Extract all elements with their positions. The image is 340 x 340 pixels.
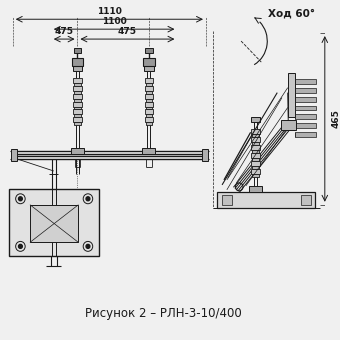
Bar xyxy=(146,106,152,109)
Bar xyxy=(73,109,82,115)
Circle shape xyxy=(18,244,22,248)
Circle shape xyxy=(86,197,90,201)
Bar xyxy=(73,86,82,91)
Bar xyxy=(74,48,81,53)
Bar xyxy=(252,142,259,145)
Bar xyxy=(145,48,153,53)
Bar xyxy=(295,105,316,111)
Text: Ход 60°: Ход 60° xyxy=(268,8,315,18)
Bar xyxy=(251,145,260,150)
Bar xyxy=(202,149,208,161)
Bar xyxy=(144,102,153,106)
Bar xyxy=(11,149,17,161)
Bar xyxy=(251,169,260,174)
Bar xyxy=(74,106,81,109)
Bar xyxy=(71,148,84,154)
Bar xyxy=(30,205,79,242)
Bar xyxy=(74,91,81,94)
Bar xyxy=(146,122,152,125)
Bar xyxy=(72,58,83,66)
Bar xyxy=(251,137,260,142)
Bar xyxy=(251,161,260,166)
Bar xyxy=(146,99,152,102)
Bar xyxy=(295,79,316,84)
Bar xyxy=(295,97,316,102)
Bar xyxy=(217,192,315,208)
Bar xyxy=(222,195,232,205)
Bar xyxy=(288,73,295,117)
Bar xyxy=(146,115,152,117)
Bar xyxy=(143,58,155,66)
Bar xyxy=(301,195,310,205)
Text: 1100: 1100 xyxy=(102,17,126,26)
Circle shape xyxy=(18,197,22,201)
Bar xyxy=(146,91,152,94)
Bar xyxy=(252,158,259,161)
Bar xyxy=(295,88,316,92)
Text: 475: 475 xyxy=(55,27,74,36)
Circle shape xyxy=(86,244,90,248)
Text: Рисунок 2 – РЛН-3-10/400: Рисунок 2 – РЛН-3-10/400 xyxy=(85,307,241,320)
Bar xyxy=(252,174,259,177)
Bar xyxy=(74,115,81,117)
Bar xyxy=(74,83,81,86)
Bar xyxy=(146,83,152,86)
Bar xyxy=(74,122,81,125)
Bar xyxy=(251,153,260,158)
Bar xyxy=(144,66,154,71)
Bar xyxy=(252,166,259,169)
Bar xyxy=(73,102,82,106)
Bar xyxy=(144,109,153,115)
Bar xyxy=(142,148,155,154)
Bar xyxy=(9,189,99,256)
Bar xyxy=(74,99,81,102)
Bar xyxy=(251,129,260,134)
Bar xyxy=(73,117,82,122)
Text: 465: 465 xyxy=(332,109,340,129)
Bar xyxy=(251,117,260,122)
Bar xyxy=(73,66,82,71)
Bar xyxy=(249,186,262,192)
Bar xyxy=(295,123,316,128)
Bar xyxy=(281,120,296,130)
Bar xyxy=(295,115,316,119)
Bar xyxy=(252,150,259,153)
Bar xyxy=(144,86,153,91)
Bar xyxy=(73,94,82,99)
Bar xyxy=(73,78,82,83)
Text: 475: 475 xyxy=(118,27,137,36)
Bar xyxy=(295,132,316,137)
Text: 1110: 1110 xyxy=(97,7,122,16)
Bar xyxy=(252,134,259,137)
Bar xyxy=(144,78,153,83)
Bar xyxy=(144,117,153,122)
Bar xyxy=(144,94,153,99)
